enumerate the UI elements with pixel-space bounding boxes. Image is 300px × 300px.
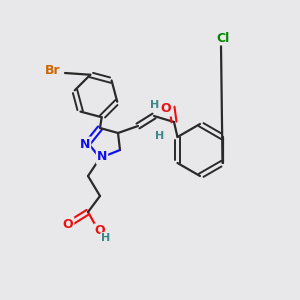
Text: N: N: [80, 137, 90, 151]
Text: Cl: Cl: [216, 32, 230, 44]
Text: O: O: [161, 103, 171, 116]
Text: H: H: [155, 131, 165, 141]
Text: N: N: [97, 151, 107, 164]
Text: H: H: [150, 100, 160, 110]
Text: O: O: [63, 218, 73, 230]
Text: H: H: [101, 233, 111, 243]
Text: Br: Br: [45, 64, 61, 76]
Text: O: O: [95, 224, 105, 238]
